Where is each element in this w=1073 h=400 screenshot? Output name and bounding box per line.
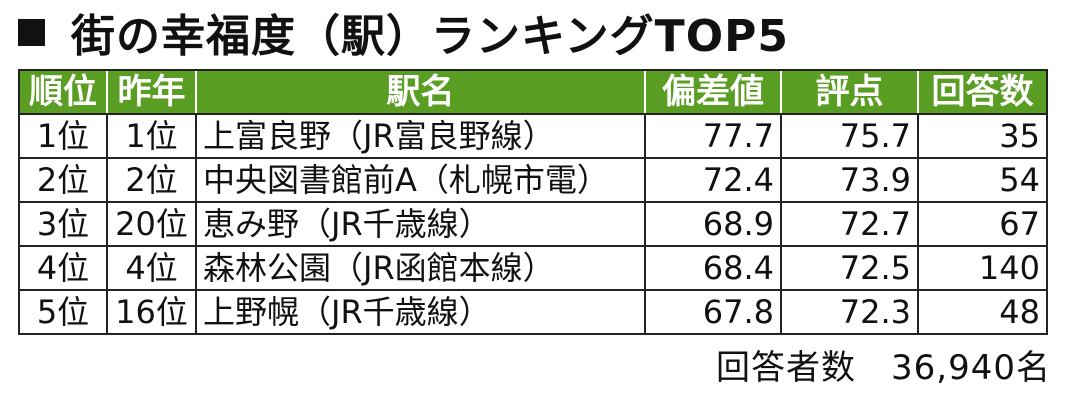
header-deviation: 偏差値 xyxy=(644,69,781,115)
table-row: 4位 4位 森林公園（JR函館本線） 68.4 72.5 140 xyxy=(18,245,1048,291)
page-title: 街の幸福度（駅）ランキングTOP5 xyxy=(71,11,789,62)
cell-responses: 54 xyxy=(917,157,1048,203)
cell-last-year: 2位 xyxy=(106,157,197,203)
cell-station: 恵み野（JR千歳線） xyxy=(195,201,646,247)
cell-responses: 140 xyxy=(917,245,1048,291)
cell-responses: 35 xyxy=(917,113,1048,159)
header-responses: 回答数 xyxy=(917,69,1048,115)
header-rank: 順位 xyxy=(18,69,107,115)
header-score: 評点 xyxy=(780,69,918,115)
table-row: 2位 2位 中央図書館前A（札幌市電） 72.4 73.9 54 xyxy=(18,157,1048,203)
header-station-name: 駅名 xyxy=(195,69,645,115)
cell-score: 72.3 xyxy=(780,289,919,335)
cell-deviation: 67.8 xyxy=(644,289,782,335)
cell-responses: 48 xyxy=(917,289,1048,335)
cell-score: 72.7 xyxy=(780,201,919,247)
cell-deviation: 77.7 xyxy=(644,113,782,159)
cell-score: 75.7 xyxy=(780,113,919,159)
cell-last-year: 4位 xyxy=(106,245,197,291)
table-row: 3位 20位 恵み野（JR千歳線） 68.9 72.7 67 xyxy=(18,201,1048,247)
title-row: 街の幸福度（駅）ランキングTOP5 xyxy=(18,4,789,62)
cell-rank: 4位 xyxy=(18,245,108,291)
table-row: 5位 16位 上野幌（JR千歳線） 67.8 72.3 48 xyxy=(18,289,1048,335)
table-row: 1位 1位 上富良野（JR富良野線） 77.7 75.7 35 xyxy=(18,113,1048,159)
cell-rank: 5位 xyxy=(18,289,108,335)
cell-last-year: 16位 xyxy=(106,289,197,335)
cell-last-year: 20位 xyxy=(106,201,197,247)
header-last-year: 昨年 xyxy=(106,69,196,115)
cell-deviation: 68.4 xyxy=(644,245,782,291)
cell-station: 上富良野（JR富良野線） xyxy=(195,113,646,159)
cell-rank: 3位 xyxy=(18,201,108,247)
cell-station: 中央図書館前A（札幌市電） xyxy=(195,157,646,203)
cell-rank: 2位 xyxy=(18,157,108,203)
cell-station: 上野幌（JR千歳線） xyxy=(195,289,646,335)
cell-score: 73.9 xyxy=(780,157,919,203)
cell-responses: 67 xyxy=(917,201,1048,247)
cell-deviation: 72.4 xyxy=(644,157,782,203)
table-header-row: 順位 昨年 駅名 偏差値 評点 回答数 xyxy=(18,69,1048,115)
cell-rank: 1位 xyxy=(18,113,108,159)
ranking-table: 順位 昨年 駅名 偏差値 評点 回答数 1位 1位 上富良野（JR富良野線） 7… xyxy=(18,69,1048,335)
cell-score: 72.5 xyxy=(780,245,919,291)
title-square-bullet xyxy=(18,18,45,46)
respondent-count: 回答者数 36,940名 xyxy=(716,348,1051,388)
cell-deviation: 68.9 xyxy=(644,201,782,247)
cell-last-year: 1位 xyxy=(106,113,197,159)
cell-station: 森林公園（JR函館本線） xyxy=(195,245,646,291)
